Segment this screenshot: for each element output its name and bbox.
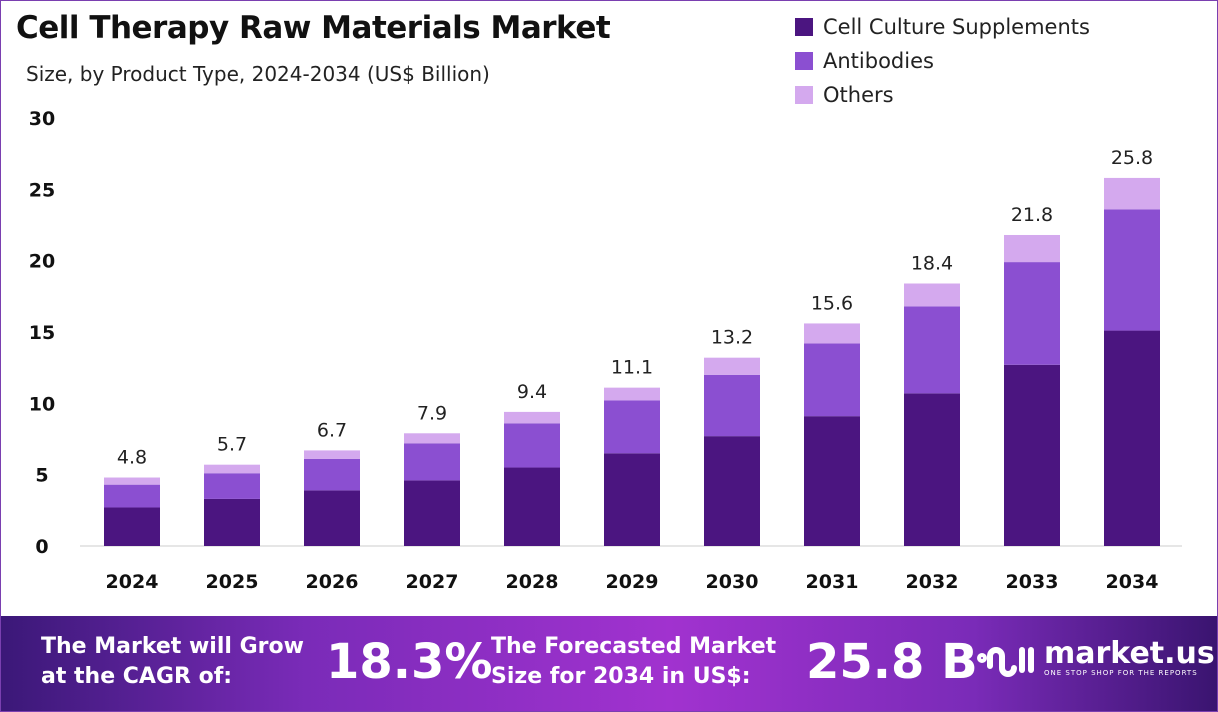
total-label: 21.8	[1011, 204, 1053, 226]
logo-icon	[977, 647, 1034, 677]
bar-chart: 0510152025304.820245.720256.720267.92027…	[29, 108, 1182, 593]
total-label: 9.4	[517, 381, 547, 403]
x-tick-label: 2024	[106, 571, 159, 593]
y-tick-label: 15	[29, 322, 55, 344]
x-tick-label: 2025	[206, 571, 259, 593]
legend-swatch	[795, 86, 813, 104]
bar-segment	[904, 306, 960, 394]
legend-swatch	[795, 18, 813, 36]
bar-segment	[904, 283, 960, 307]
forecast-value: 25.8 B	[806, 634, 978, 690]
brand-name: market.us	[1044, 636, 1215, 671]
bar-segment	[904, 393, 960, 546]
legend-label: Cell Culture Supplements	[823, 15, 1090, 39]
bar-segment	[604, 453, 660, 546]
forecast-label: The Forecasted Market Size for 2034 in US…	[491, 634, 777, 689]
footer-banner: The Market will Grow at the CAGR of: 18.3…	[1, 616, 1217, 711]
cagr-value: 18.3%	[326, 634, 493, 690]
total-label: 6.7	[317, 419, 347, 441]
x-tick-label: 2029	[606, 571, 659, 593]
bar-segment	[704, 374, 760, 437]
x-tick-label: 2031	[806, 571, 859, 593]
bar-segment	[504, 411, 560, 424]
total-label: 13.2	[711, 327, 753, 349]
market-us-logo: market.us ONE STOP SHOP FOR THE REPORTS	[976, 638, 1215, 678]
total-label: 18.4	[911, 252, 953, 274]
y-tick-label: 0	[35, 536, 48, 558]
x-tick-label: 2034	[1106, 571, 1159, 593]
chart-title: Cell Therapy Raw Materials Market	[16, 10, 611, 46]
total-label: 4.8	[117, 447, 147, 469]
x-tick-label: 2026	[306, 571, 359, 593]
bar-segment	[504, 423, 560, 468]
bar-segment	[504, 467, 560, 546]
bar-segment	[304, 450, 360, 459]
x-tick-label: 2030	[706, 571, 759, 593]
legend-swatch	[795, 52, 813, 70]
legend-item: Cell Culture Supplements	[795, 10, 1090, 44]
bar-segment	[604, 400, 660, 454]
bar-segment	[404, 443, 460, 481]
legend-label: Antibodies	[823, 49, 934, 73]
bar-segment	[804, 416, 860, 546]
bar-segment	[704, 357, 760, 375]
bar-segment	[1004, 234, 1060, 263]
legend-label: Others	[823, 83, 894, 107]
bar-segment	[204, 498, 260, 546]
chart-subtitle: Size, by Product Type, 2024-2034 (US$ Bi…	[26, 62, 490, 86]
legend-item: Antibodies	[795, 44, 1090, 78]
x-tick-label: 2028	[506, 571, 559, 593]
bar-segment	[1004, 364, 1060, 546]
bar-segment	[304, 458, 360, 491]
x-tick-label: 2033	[1006, 571, 1059, 593]
legend-item: Others	[795, 78, 1090, 112]
total-label: 7.9	[417, 402, 447, 424]
y-tick-label: 5	[35, 465, 48, 487]
y-tick-label: 30	[29, 108, 55, 130]
bar-segment	[204, 464, 260, 474]
total-label: 5.7	[217, 434, 247, 456]
bar-segment	[1004, 262, 1060, 365]
y-tick-label: 20	[29, 251, 55, 273]
bar-segment	[1104, 177, 1160, 210]
bar-segment	[104, 477, 160, 485]
brand-tagline: ONE STOP SHOP FOR THE REPORTS	[1044, 669, 1198, 677]
cagr-label: The Market will Grow at the CAGR of:	[41, 634, 304, 689]
bar-segment	[804, 323, 860, 344]
bar-segment	[404, 480, 460, 546]
bar-segment	[604, 387, 660, 401]
y-tick-label: 25	[29, 179, 55, 201]
bar-segment	[404, 433, 460, 444]
bar-segment	[704, 436, 760, 546]
bar-segment	[204, 473, 260, 499]
bar-segment	[304, 490, 360, 546]
bar-segment	[1104, 209, 1160, 331]
bar-segment	[804, 343, 860, 417]
total-label: 11.1	[611, 357, 653, 379]
total-label: 15.6	[811, 292, 853, 314]
x-tick-label: 2027	[406, 571, 459, 593]
bar-segment	[104, 507, 160, 546]
bar-segment	[104, 484, 160, 508]
legend: Cell Culture Supplements Antibodies Othe…	[795, 10, 1090, 112]
total-label: 25.8	[1111, 147, 1153, 169]
bar-segment	[1104, 330, 1160, 546]
y-tick-label: 10	[29, 393, 55, 415]
x-tick-label: 2032	[906, 571, 959, 593]
